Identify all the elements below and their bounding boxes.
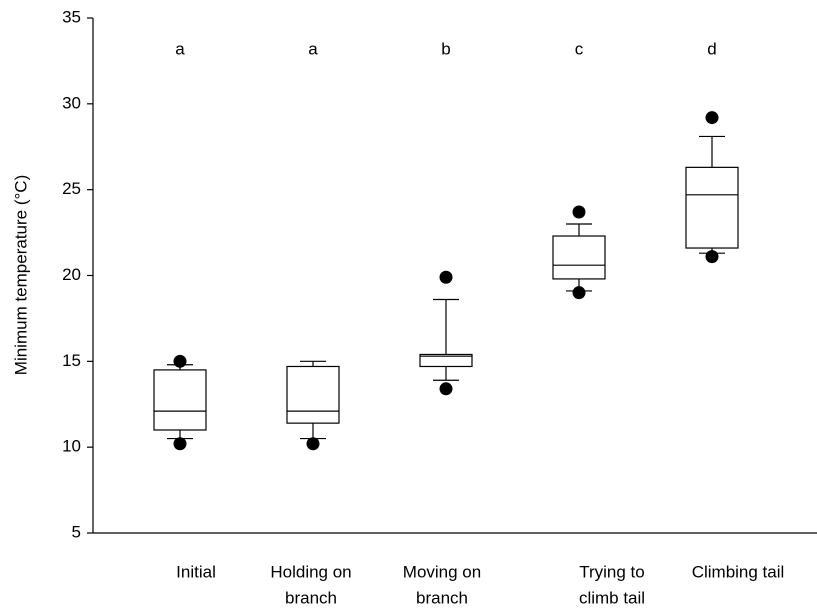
x-tick-label: Initial	[176, 562, 216, 581]
box	[685, 166, 739, 249]
box	[552, 235, 606, 280]
x-tick-label: Trying to	[579, 562, 645, 581]
x-tick-label: branch	[285, 588, 337, 607]
group-letter: b	[441, 39, 450, 58]
y-tick-label: 5	[72, 522, 81, 541]
x-tick-label: Climbing tail	[692, 562, 785, 581]
flier	[173, 354, 187, 368]
flier	[173, 437, 187, 451]
flier	[439, 382, 453, 396]
flier	[572, 205, 586, 219]
group-letter: a	[175, 39, 185, 58]
x-tick-label: Moving on	[403, 562, 481, 581]
y-tick-label: 35	[62, 7, 81, 26]
box	[286, 365, 340, 424]
group-letter: a	[308, 39, 318, 58]
y-tick-label: 20	[62, 265, 81, 284]
y-tick-label: 10	[62, 437, 81, 456]
flier	[705, 111, 719, 125]
x-tick-label: climb tail	[579, 588, 645, 607]
group-letter: d	[707, 39, 716, 58]
y-tick-label: 30	[62, 93, 81, 112]
box	[419, 353, 473, 368]
flier	[572, 286, 586, 300]
y-tick-label: 15	[62, 351, 81, 370]
x-tick-label: branch	[416, 588, 468, 607]
box	[153, 369, 207, 431]
y-axis-label: Minimum temperature (°C)	[11, 175, 30, 375]
y-tick-label: 25	[62, 179, 81, 198]
x-tick-label: Holding on	[270, 562, 351, 581]
group-letter: c	[575, 39, 584, 58]
flier	[705, 250, 719, 264]
flier	[306, 437, 320, 451]
flier	[439, 270, 453, 284]
